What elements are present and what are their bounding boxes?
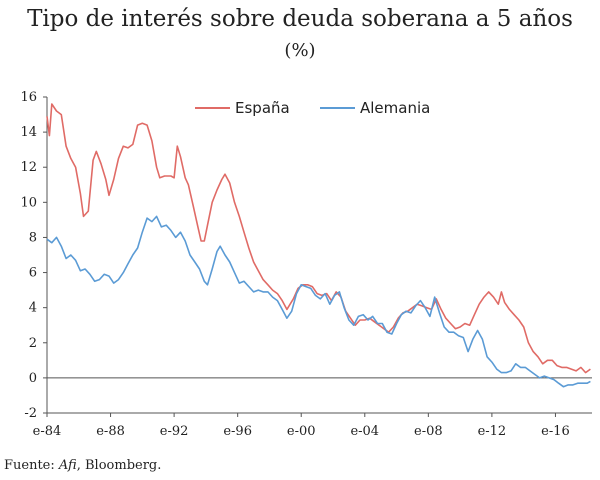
source-prefix: Fuente:: [4, 458, 59, 473]
x-tick-label: e-08: [414, 424, 443, 439]
x-tick-label: e-84: [33, 424, 62, 439]
x-tick-label: e-16: [541, 424, 570, 439]
chart-subtitle: (%): [284, 40, 316, 61]
source-note: Fuente: Afi, Bloomberg.: [4, 458, 161, 473]
source-suffix: , Bloomberg.: [76, 458, 162, 473]
chart-series: [46, 103, 591, 388]
x-tick-label: e-12: [478, 424, 507, 439]
x-tick-label: e-88: [96, 424, 125, 439]
x-tick-label: e-00: [287, 424, 316, 439]
x-tick-label: e-96: [223, 424, 252, 439]
y-tick-label: 12: [20, 160, 37, 175]
y-tick-label: 14: [20, 125, 37, 140]
y-tick-label: 2: [29, 336, 37, 351]
chart-axes: -2 0 2 4 6 8 10 12 14 16 e-84 e-88 e-92 e-96 e-00 e-04 e…: [20, 90, 592, 439]
series-line-alemania: [46, 215, 591, 388]
y-tick-label: 10: [20, 195, 37, 210]
y-tick-label: 0: [29, 371, 37, 386]
series-line-espana: [46, 103, 591, 374]
y-tick-label: 6: [29, 266, 37, 281]
x-tick-label: e-92: [160, 424, 189, 439]
legend-label: España: [235, 99, 290, 117]
y-tick-label: 8: [29, 230, 37, 245]
y-tick-label: 16: [20, 90, 37, 105]
chart-title: Tipo de interés sobre deuda soberana a 5…: [27, 6, 573, 32]
y-tick-label: 4: [29, 301, 37, 316]
x-tick-label: e-04: [350, 424, 379, 439]
legend-label: Alemania: [360, 99, 430, 117]
chart-legend: España Alemania: [195, 99, 430, 117]
source-italic: Afi: [58, 458, 77, 473]
y-tick-label: -2: [24, 406, 37, 421]
